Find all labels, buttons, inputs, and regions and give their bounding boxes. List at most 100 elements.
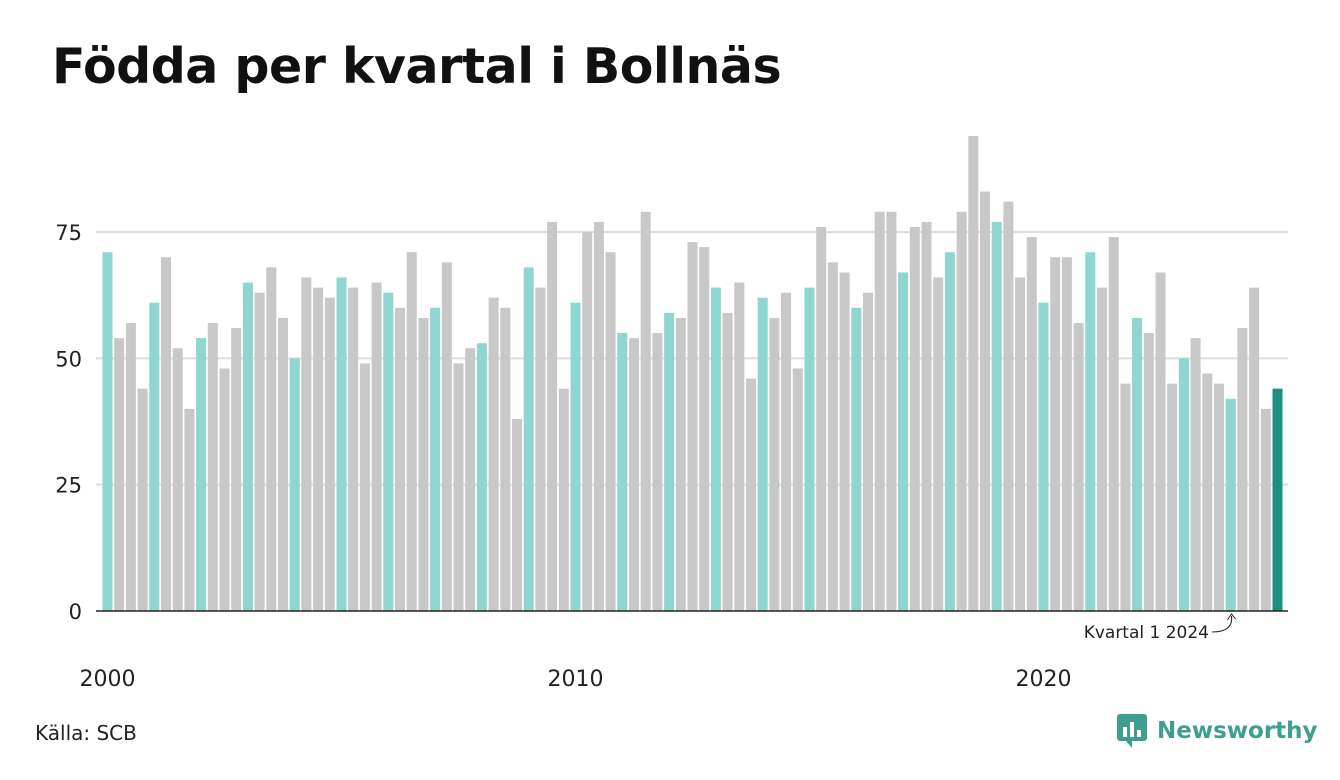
bar [1026,237,1037,611]
bar [535,287,546,611]
bar [675,317,686,611]
bar [769,317,780,611]
bar [488,297,499,611]
bar [278,317,288,611]
bar [547,221,558,612]
y-tick-label: 50 [55,347,82,371]
bar [453,363,464,611]
bar [1272,388,1283,611]
bar [184,408,195,611]
bar [114,338,125,611]
bar [933,277,944,611]
bar [1015,277,1026,611]
y-tick-label: 25 [55,474,82,498]
bar [289,358,300,611]
bar [383,292,394,611]
bar [1155,272,1166,611]
bar [359,363,370,611]
bar [629,338,639,611]
brand-logo: Newsworthy [1117,714,1318,748]
bar [909,226,920,612]
bar [254,292,265,611]
bar [898,272,909,611]
bar [1061,257,1072,611]
annotation: Kvartal 1 2024 [1084,613,1236,643]
bar [1038,302,1049,611]
bar [161,257,171,611]
bar [1085,252,1096,612]
bar [1108,237,1119,611]
bar [441,262,452,611]
bar [699,247,710,611]
bar [956,211,967,611]
bar [512,418,522,611]
bar [991,221,1002,612]
y-tick-label: 75 [55,221,82,245]
bar [944,252,955,612]
bar [313,287,324,611]
bar [804,287,815,611]
bar [570,302,581,611]
newsworthy-logo-icon [1117,714,1147,748]
bar [219,368,230,611]
bar [1260,408,1271,611]
bar [1225,398,1236,611]
bar [851,307,862,611]
x-tick-label: 2010 [548,667,604,692]
bar [886,211,897,611]
bar [1120,383,1131,611]
bar [1003,201,1014,611]
bar [980,191,990,611]
bar [874,211,885,611]
bar [968,135,979,611]
bar [781,292,792,611]
x-tick-label: 2000 [80,667,136,692]
bar [722,312,733,611]
bar [196,338,207,611]
bar [605,252,616,612]
bar [640,211,651,611]
bar [1214,383,1224,611]
bar [734,282,745,611]
bar [582,232,593,611]
bar [336,277,347,611]
bar [102,252,113,612]
bar [1132,317,1143,611]
y-axis-tick-labels: 0 25 50 75 [55,221,82,624]
bar [792,368,803,611]
bar [863,292,873,611]
bar [301,277,312,611]
bar [465,348,476,611]
bar [207,322,218,611]
annotation-label: Kvartal 1 2024 [1084,623,1209,643]
bar [1249,287,1260,611]
bar [710,287,721,611]
bar [125,322,136,611]
bar [1178,358,1189,611]
bar [430,307,441,611]
bar [371,282,382,611]
bar [500,307,511,611]
bar [348,287,359,611]
bar [617,333,628,611]
chart-title: Födda per kvartal i Bollnäs [52,38,782,95]
bar [1202,373,1213,611]
brand-name: Newsworthy [1157,718,1318,744]
bar [476,343,487,611]
bar [523,267,534,611]
bars [102,135,1283,612]
bar [231,328,242,611]
source-note: Källa: SCB [35,721,137,745]
bar [395,307,405,611]
bar [1097,287,1107,611]
bar [816,226,827,612]
bar [1073,322,1084,611]
bar [558,388,569,611]
bar [1190,338,1201,611]
x-axis-tick-labels: 2000 2010 2020 [80,667,1072,692]
annotation-arrowhead [1227,613,1236,621]
x-tick-label: 2020 [1016,667,1072,692]
bar [1143,333,1154,611]
bar [406,252,417,612]
